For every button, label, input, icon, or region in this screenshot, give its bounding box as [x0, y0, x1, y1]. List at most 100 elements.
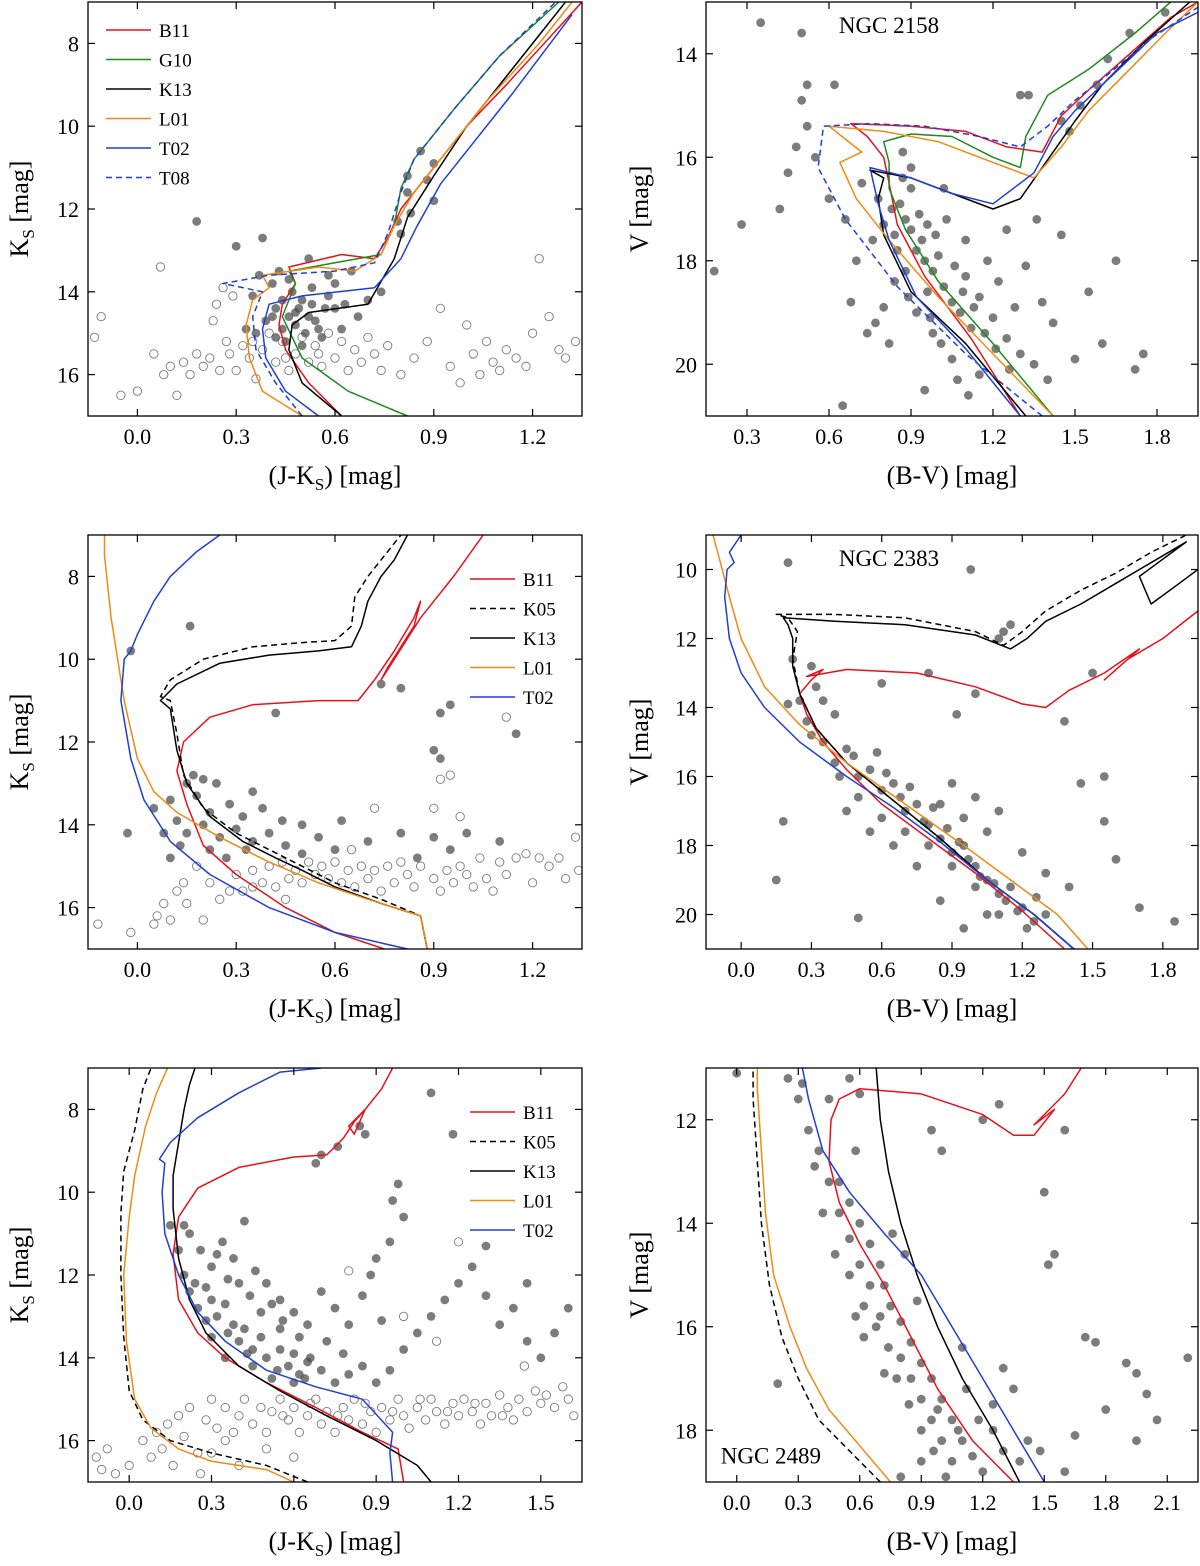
isochrone-t08: [817, 6, 1198, 416]
filled-point: [947, 1456, 957, 1466]
y-tick-label: 14: [675, 696, 697, 721]
isochrone-t02: [120, 535, 408, 949]
open-point: [267, 1406, 277, 1417]
y-tick-label: 16: [675, 765, 697, 790]
filled-point: [802, 121, 812, 131]
open-point: [96, 311, 106, 322]
filled-point: [855, 1089, 865, 1099]
filled-point: [914, 209, 924, 219]
filled-point: [842, 806, 851, 816]
filled-point: [797, 95, 807, 105]
filled-point: [845, 1270, 854, 1280]
open-point: [294, 1427, 304, 1437]
filled-point: [855, 1260, 865, 1270]
open-point: [317, 861, 327, 871]
filled-point: [966, 565, 976, 574]
open-point: [495, 857, 505, 867]
filled-point: [1015, 349, 1025, 359]
open-point: [162, 1419, 173, 1429]
filled-point: [448, 1129, 458, 1139]
filled-point: [344, 1320, 354, 1330]
filled-point: [937, 1436, 947, 1445]
filled-point: [317, 332, 327, 342]
filled-point: [165, 1220, 175, 1230]
open-point: [205, 353, 215, 363]
x-axis-title: (B-V) [mag]: [887, 994, 1018, 1023]
isochrone-l01: [103, 535, 428, 949]
open-point: [182, 898, 192, 909]
filled-point: [229, 1254, 238, 1263]
filled-point: [182, 828, 192, 838]
y-tick-label: 14: [57, 280, 79, 305]
filled-point: [1101, 1405, 1111, 1414]
open-point: [519, 1361, 530, 1371]
filled-point: [1006, 620, 1015, 630]
isochrone-k13: [875, 1068, 1021, 1482]
filled-point: [871, 1322, 881, 1332]
filled-point: [245, 1291, 255, 1301]
filled-point: [1050, 1249, 1059, 1259]
filled-point: [834, 1208, 844, 1218]
open-point: [409, 882, 419, 892]
x-tick-label: 0.9: [362, 1490, 390, 1515]
x-tick-label: 1.5: [1031, 1490, 1059, 1515]
open-point: [198, 915, 208, 925]
filled-point: [344, 1369, 354, 1379]
legend-label-b11: B11: [523, 1103, 554, 1124]
open-point: [398, 1411, 409, 1421]
filled-point: [123, 828, 132, 838]
x-tick-label: 2.1: [1154, 1490, 1182, 1515]
open-point: [383, 861, 393, 871]
filled-point: [959, 813, 969, 823]
filled-point: [376, 679, 386, 689]
open-point: [495, 365, 505, 376]
isochrone-k13: [172, 1068, 432, 1482]
plot-area: [712, 535, 1198, 949]
open-point: [271, 882, 281, 892]
open-point: [445, 361, 455, 371]
open-point: [151, 1427, 162, 1437]
filled-point: [994, 1099, 1004, 1109]
filled-point: [435, 708, 445, 718]
open-point: [369, 865, 380, 875]
isochrone-t02: [158, 1068, 394, 1482]
open-point: [155, 262, 166, 272]
x-tick-label: 1.5: [1079, 957, 1107, 982]
filled-point: [363, 295, 373, 305]
filled-point: [865, 1239, 875, 1249]
filled-point: [898, 147, 908, 157]
open-point: [93, 919, 103, 929]
x-tick-label: 0.6: [815, 424, 843, 449]
filled-point: [1099, 816, 1109, 826]
open-point: [311, 1394, 321, 1404]
filled-point: [917, 235, 927, 245]
filled-point: [1043, 1260, 1053, 1270]
filled-point: [941, 1472, 951, 1482]
isochrone-l01: [245, 2, 573, 416]
filled-point: [277, 816, 287, 826]
filled-point: [291, 320, 300, 330]
open-point: [211, 299, 222, 309]
filled-point: [1035, 1446, 1045, 1456]
open-point: [275, 1394, 285, 1404]
open-point: [248, 1419, 258, 1429]
filled-point: [330, 279, 340, 288]
open-point: [178, 878, 189, 888]
y-tick-label: 8: [68, 564, 79, 589]
filled-point: [248, 836, 258, 846]
filled-point: [824, 194, 834, 204]
filled-point: [1031, 892, 1041, 902]
filled-point: [294, 1332, 304, 1342]
open-point: [560, 873, 571, 884]
open-point: [404, 1423, 414, 1433]
open-point: [501, 712, 511, 722]
filled-point: [842, 744, 851, 754]
open-point: [297, 878, 307, 888]
filled-point: [974, 370, 984, 379]
filled-point: [906, 163, 916, 173]
filled-point: [337, 324, 346, 334]
isochrone-b11: [850, 2, 1198, 416]
filled-point: [165, 853, 175, 863]
filled-point: [371, 1378, 381, 1388]
filled-point: [399, 1345, 409, 1354]
